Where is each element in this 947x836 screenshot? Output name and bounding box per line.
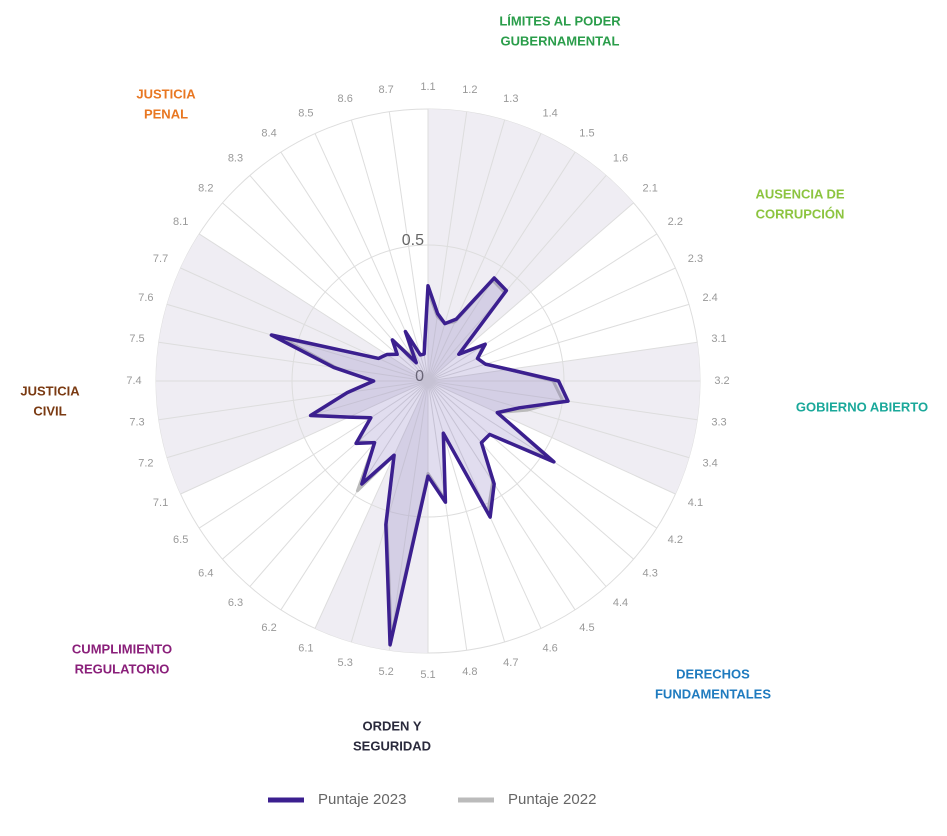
- factor-label: JUSTICIA: [136, 86, 196, 101]
- category-label: 2.3: [688, 253, 703, 265]
- category-label: 4.8: [462, 666, 477, 678]
- r-tick-label: 0: [415, 368, 424, 385]
- category-label: 5.1: [420, 669, 435, 681]
- category-label: 8.7: [379, 84, 394, 96]
- category-label: 4.7: [503, 657, 518, 669]
- group-sector: [155, 233, 428, 494]
- category-label: 4.6: [542, 642, 557, 654]
- factor-label: JUSTICIA: [20, 383, 80, 398]
- group-sector: [428, 109, 634, 381]
- category-label: 7.5: [129, 333, 144, 345]
- factor-label: GOBIERNO ABIERTO: [796, 399, 928, 414]
- category-label: 7.3: [129, 417, 144, 429]
- category-label: 8.1: [173, 216, 188, 228]
- category-label: 7.7: [153, 253, 168, 265]
- category-label: 2.4: [702, 292, 717, 304]
- category-label: 7.6: [138, 292, 153, 304]
- category-label: 3.2: [714, 375, 729, 387]
- category-label: 8.4: [261, 128, 276, 140]
- category-label: 8.3: [228, 153, 243, 165]
- category-label: 8.6: [338, 93, 353, 105]
- category-label: 6.4: [198, 567, 213, 579]
- category-label: 3.4: [702, 458, 717, 470]
- factor-label: GUBERNAMENTAL: [501, 33, 620, 48]
- series-line: [269, 276, 570, 647]
- r-tick-label: 0.5: [402, 232, 424, 249]
- category-label: 5.3: [338, 657, 353, 669]
- factor-label: ORDEN Y: [363, 718, 422, 733]
- category-label: 7.2: [138, 458, 153, 470]
- category-label: 1.3: [503, 93, 518, 105]
- category-label: 6.2: [261, 622, 276, 634]
- category-label: 1.6: [613, 153, 628, 165]
- factor-label: FUNDAMENTALES: [655, 686, 771, 701]
- category-label: 7.4: [126, 375, 141, 387]
- category-label: 8.2: [198, 182, 213, 194]
- legend-label: Puntaje 2022: [508, 791, 596, 808]
- category-label: 8.5: [298, 107, 313, 119]
- factor-label: CUMPLIMIENTO: [72, 641, 172, 656]
- group-sector: [428, 342, 700, 494]
- category-label: 6.3: [228, 597, 243, 609]
- factor-label: LÍMITES AL PODER: [499, 13, 621, 28]
- category-label: 1.1: [420, 81, 435, 93]
- category-label: 4.3: [643, 567, 658, 579]
- group-sector: [315, 381, 428, 653]
- category-label: 4.4: [613, 597, 628, 609]
- factor-label: AUSENCIA DE: [755, 186, 844, 201]
- category-label: 4.2: [668, 534, 683, 546]
- category-label: 6.5: [173, 534, 188, 546]
- factor-label: SEGURIDAD: [353, 738, 431, 753]
- category-label: 4.1: [688, 497, 703, 509]
- factor-label: DERECHOS: [676, 666, 750, 681]
- factor-label: CORRUPCIÓN: [756, 206, 845, 221]
- factor-label: CIVIL: [33, 403, 66, 418]
- category-label: 3.1: [711, 333, 726, 345]
- category-label: 1.2: [462, 84, 477, 96]
- factor-label: REGULATORIO: [75, 661, 170, 676]
- category-label: 6.1: [298, 642, 313, 654]
- category-label: 2.1: [643, 182, 658, 194]
- grid-circle: [291, 244, 565, 518]
- legend-label: Puntaje 2023: [318, 791, 406, 808]
- category-label: 2.2: [668, 216, 683, 228]
- category-label: 5.2: [379, 666, 394, 678]
- category-label: 4.5: [579, 622, 594, 634]
- category-label: 7.1: [153, 497, 168, 509]
- factor-label: PENAL: [144, 106, 188, 121]
- category-label: 1.4: [542, 107, 557, 119]
- category-label: 1.5: [579, 128, 594, 140]
- category-label: 3.3: [711, 417, 726, 429]
